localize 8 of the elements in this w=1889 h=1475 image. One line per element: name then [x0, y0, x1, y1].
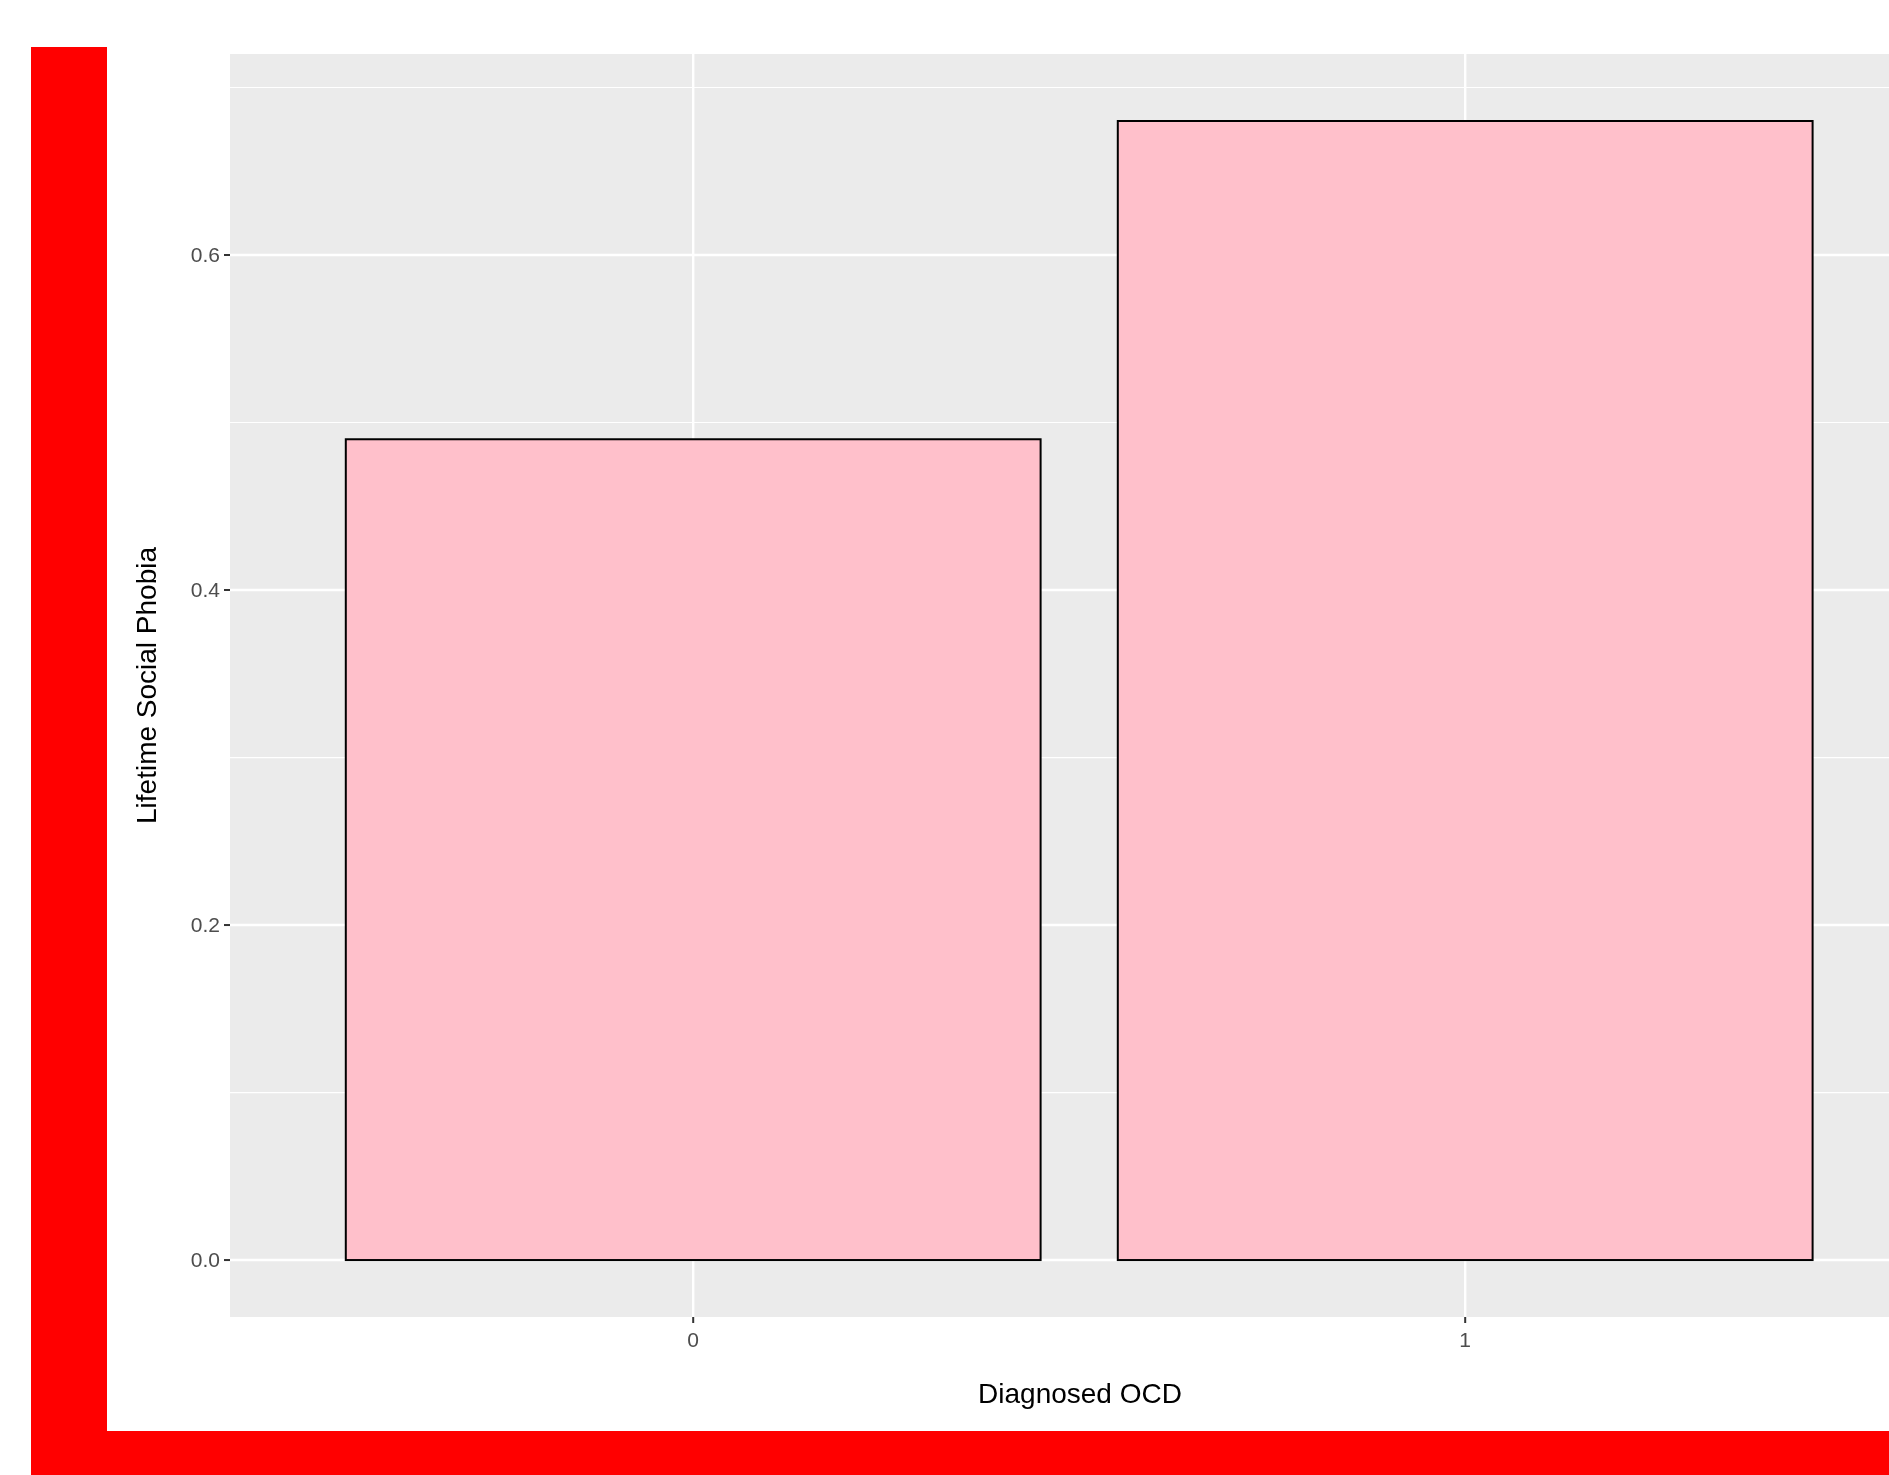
y-tick-label: 0.0 [190, 1248, 220, 1272]
y-tick-label: 0.6 [190, 243, 220, 267]
x-tick-label: 1 [1459, 1328, 1472, 1351]
y-axis-title: Lifetime Social Phobia [131, 546, 162, 825]
y-tick-label: 0.4 [190, 578, 221, 602]
x-axis-title: Diagnosed OCD [978, 1378, 1182, 1409]
x-tick-label: 0 [687, 1328, 700, 1351]
y-tick-label: 0.2 [190, 913, 220, 937]
